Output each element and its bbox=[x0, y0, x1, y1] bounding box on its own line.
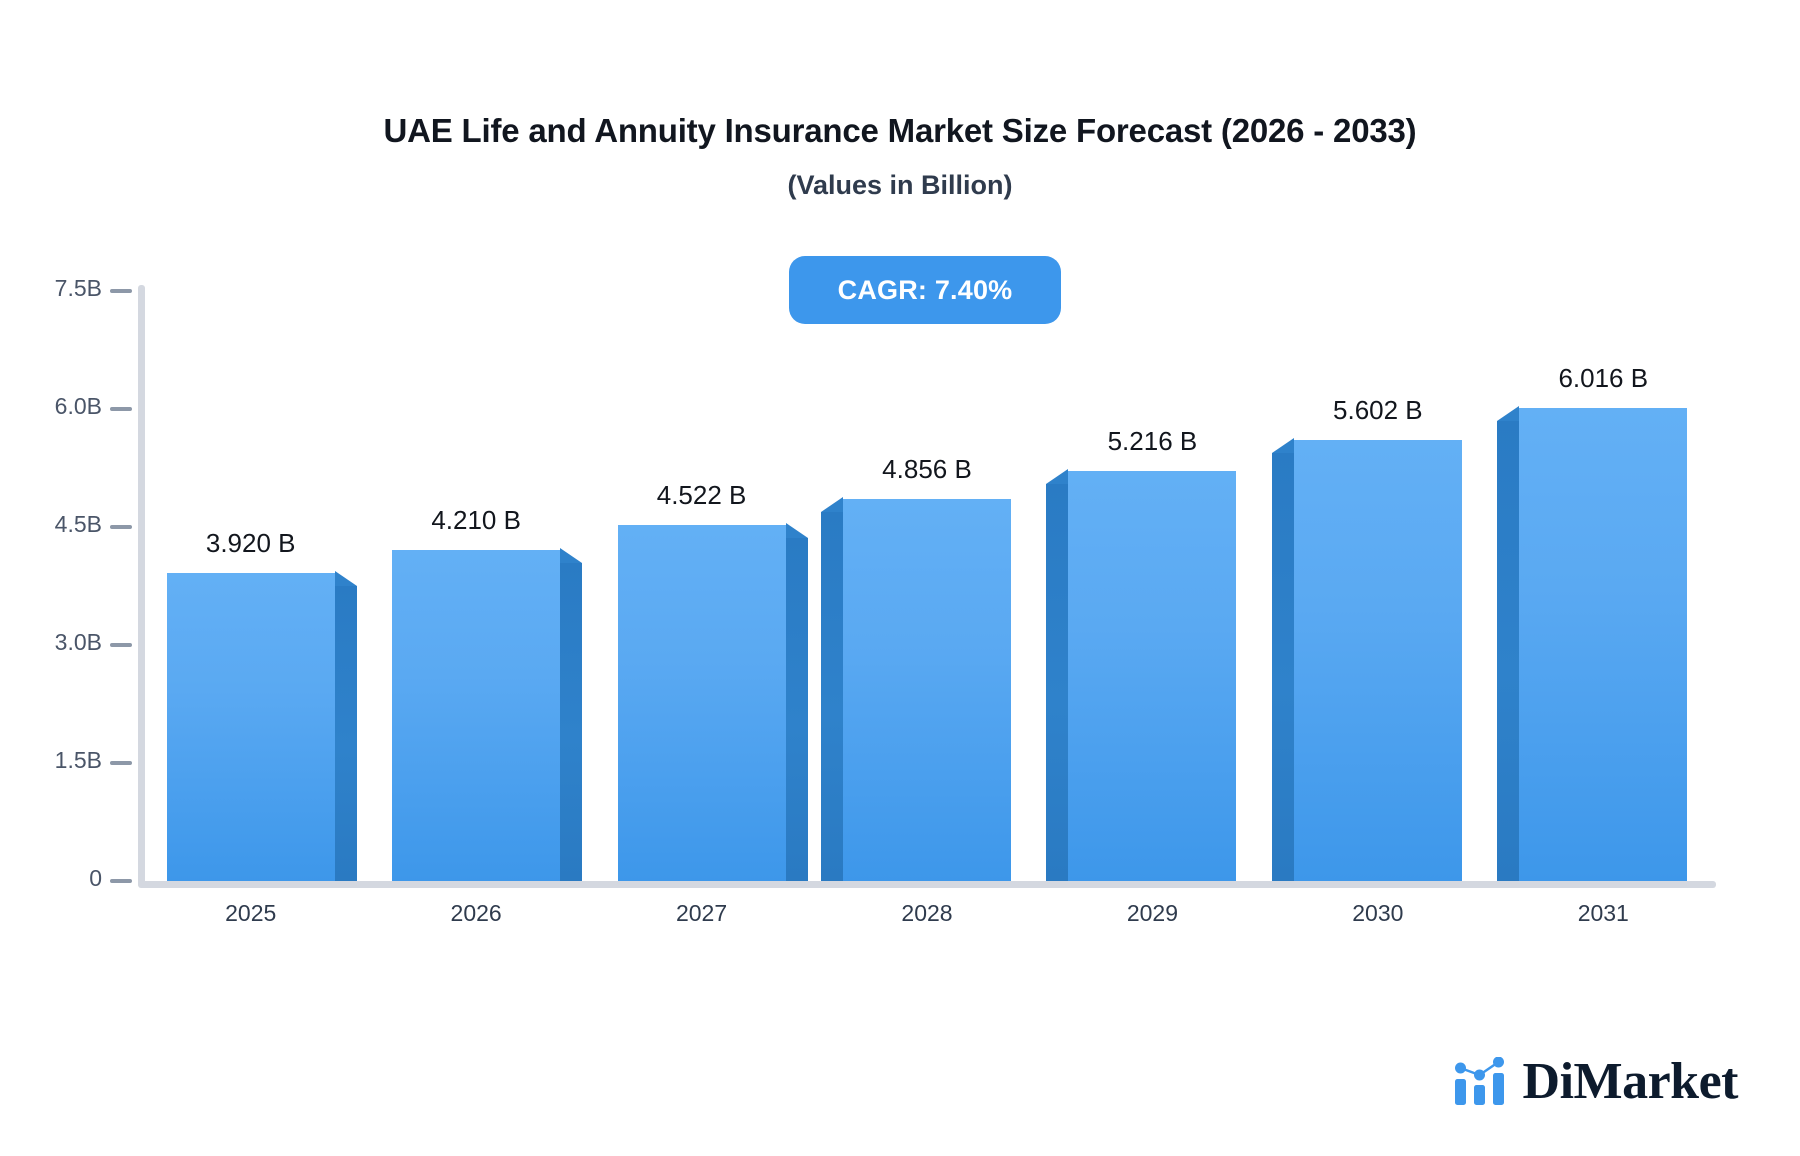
plot-area: 7.5B 6.0B 4.5B 3.0B 1.5B 0 3.920 B 4.210 B 4.52… bbox=[55, 275, 1716, 891]
y-axis-tick-label: 4.5B bbox=[54, 511, 102, 537]
bar-2025[interactable]: 3.920 B bbox=[166, 528, 357, 881]
bar-top-bevel bbox=[785, 523, 808, 539]
bar-side-face bbox=[334, 585, 357, 881]
x-axis-label-2026: 2026 bbox=[450, 900, 502, 926]
y-axis-tick-label: 0 bbox=[89, 865, 102, 891]
bar-top-bevel bbox=[1271, 438, 1294, 454]
y-axis-tick-mark bbox=[110, 761, 132, 765]
y-axis-tick-mark bbox=[110, 643, 132, 647]
y-axis-tick-label: 6.0B bbox=[54, 393, 102, 419]
bar-top-bevel bbox=[334, 570, 357, 586]
bars-layer: 3.920 B 4.210 B 4.522 B 4.856 B 5.216 B 5.602… bbox=[138, 285, 1716, 887]
y-axis-tick-label: 7.5B bbox=[54, 275, 102, 301]
bar-2029[interactable]: 5.216 B bbox=[1046, 426, 1237, 881]
bar-side-face bbox=[1497, 420, 1520, 881]
x-axis-labels: 2025 2026 2027 2028 2029 2030 2031 bbox=[138, 900, 1716, 940]
bar-front-face bbox=[166, 572, 335, 881]
cagr-badge: CAGR: 7.40% bbox=[789, 256, 1061, 324]
logo-wordmark: DiMarket bbox=[1522, 1053, 1739, 1110]
bar-side-face bbox=[821, 512, 843, 881]
bar-front-face bbox=[1293, 440, 1462, 881]
bar-value-label: 5.216 B bbox=[1107, 425, 1198, 456]
bar-value-label: 4.856 B bbox=[882, 454, 972, 484]
bar-value-label: 5.602 B bbox=[1333, 395, 1423, 426]
y-axis-tick-label: 3.0B bbox=[54, 629, 102, 655]
bar-top-bevel bbox=[1046, 468, 1069, 484]
bar-side-face bbox=[1271, 453, 1294, 881]
x-axis-label-2030: 2030 bbox=[1352, 900, 1404, 926]
bar-front-face bbox=[843, 499, 1011, 881]
x-axis-line bbox=[138, 881, 1716, 888]
bar-2030[interactable]: 5.602 B bbox=[1271, 395, 1462, 881]
x-axis-label-2029: 2029 bbox=[1126, 900, 1178, 926]
bar-front-face bbox=[392, 549, 561, 881]
bar-front-face bbox=[617, 525, 786, 881]
bar-front-face bbox=[1068, 470, 1237, 881]
bar-2031[interactable]: 6.016 B bbox=[1497, 363, 1688, 881]
bar-side-face bbox=[560, 562, 583, 881]
bar-top-bevel bbox=[821, 497, 843, 512]
bar-side-face bbox=[785, 538, 808, 881]
x-axis-label-2025: 2025 bbox=[225, 900, 277, 926]
bar-top-bevel bbox=[560, 547, 583, 563]
bar-value-label: 4.210 B bbox=[431, 504, 521, 535]
y-axis-tick-mark bbox=[110, 879, 132, 883]
bar-side-face bbox=[1046, 483, 1069, 881]
bar-front-face bbox=[1519, 407, 1688, 881]
bar-value-label: 6.016 B bbox=[1558, 362, 1649, 393]
bar-value-label: 4.522 B bbox=[656, 480, 747, 511]
bar-top-bevel bbox=[1497, 405, 1520, 421]
y-axis-tick-mark bbox=[110, 407, 132, 411]
bar-2028[interactable]: 4.856 B bbox=[821, 454, 1011, 881]
page-title: UAE Life and Annuity Insurance Market Si… bbox=[383, 112, 1417, 149]
dimarket-logo: DiMarket bbox=[1453, 1053, 1739, 1110]
y-axis-tick-mark bbox=[110, 289, 132, 293]
bar-chart-icon bbox=[1454, 1057, 1504, 1105]
bar-2027[interactable]: 4.522 B bbox=[617, 480, 808, 881]
chart-subtitle: (Values in Billion) bbox=[787, 170, 1013, 200]
y-axis-tick-mark bbox=[110, 525, 132, 529]
y-axis-tick-label: 1.5B bbox=[54, 747, 102, 773]
x-axis-label-2027: 2027 bbox=[675, 900, 728, 926]
bar-2026[interactable]: 4.210 B bbox=[392, 505, 583, 881]
cagr-badge-label: CAGR: 7.40% bbox=[837, 274, 1013, 305]
x-axis-label-2028: 2028 bbox=[901, 900, 953, 926]
y-axis-line bbox=[138, 285, 145, 887]
x-axis-label-2031: 2031 bbox=[1577, 900, 1629, 926]
bar-value-label: 3.920 B bbox=[205, 527, 296, 558]
